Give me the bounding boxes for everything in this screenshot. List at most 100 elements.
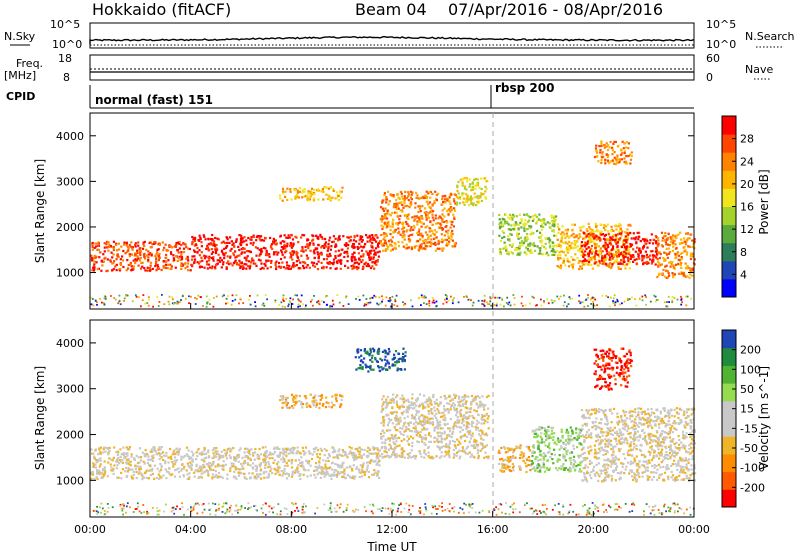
heat-cell — [630, 154, 633, 158]
heat-cell — [532, 232, 535, 235]
heat-cell — [666, 237, 670, 240]
heat-cell — [242, 462, 245, 465]
heat-cell — [417, 197, 420, 200]
heat-cell — [182, 474, 185, 477]
heat-cell — [627, 252, 630, 256]
heat-cell — [420, 215, 423, 218]
heat-cell — [362, 266, 365, 269]
heat-cell — [255, 477, 258, 480]
heat-cell — [225, 450, 228, 453]
heat-cell — [188, 472, 191, 475]
heat-cell — [314, 465, 317, 468]
heat-cell — [378, 464, 381, 467]
heat-cell — [468, 183, 471, 186]
heat-cell — [299, 452, 302, 455]
heat-cell — [627, 299, 629, 301]
heat-cell — [208, 467, 211, 470]
heat-cell — [290, 475, 294, 478]
heat-cell — [460, 421, 464, 425]
heat-cell — [583, 237, 586, 240]
heat-cell — [142, 243, 145, 246]
heat-cell — [420, 196, 423, 200]
heat-cell — [312, 261, 316, 264]
heat-cell — [393, 410, 396, 413]
heat-cell — [652, 258, 655, 261]
heat-cell — [476, 443, 480, 447]
heat-cell — [171, 453, 174, 456]
heat-cell — [326, 197, 329, 200]
heat-cell — [428, 396, 431, 399]
heat-cell — [624, 255, 627, 258]
heat-cell — [601, 254, 604, 258]
heat-cell — [571, 265, 574, 268]
heat-cell — [203, 257, 207, 260]
heat-cell — [315, 462, 318, 465]
heat-cell — [380, 224, 383, 227]
heat-cell — [391, 422, 394, 425]
heat-cell — [383, 401, 386, 404]
heat-cell — [279, 265, 283, 268]
heat-cell — [567, 265, 571, 268]
heat-cell — [578, 233, 581, 236]
heat-cell — [553, 220, 556, 223]
heat-cell — [102, 451, 105, 454]
heat-cell — [638, 257, 641, 260]
heat-cell — [154, 265, 157, 268]
heat-cell — [248, 448, 251, 451]
heat-cell — [457, 180, 460, 184]
heat-cell — [328, 252, 331, 255]
heat-cell — [276, 471, 279, 474]
heat-cell — [203, 460, 206, 463]
heat-cell — [176, 241, 179, 244]
heat-cell — [383, 193, 386, 197]
heat-cell — [554, 219, 557, 222]
heat-cell — [282, 190, 285, 193]
heat-cell — [579, 265, 582, 268]
heat-cell — [606, 243, 609, 246]
heat-cell — [483, 305, 486, 307]
heat-cell — [461, 194, 464, 197]
heat-cell — [170, 265, 173, 268]
heat-cell — [240, 240, 243, 243]
heat-cell — [574, 241, 577, 244]
heat-cell — [388, 443, 391, 446]
heat-cell — [641, 254, 644, 257]
heat-cell — [198, 249, 201, 252]
heat-cell — [96, 268, 99, 271]
heat-cell — [447, 243, 450, 246]
heat-cell — [372, 256, 375, 259]
heat-cell — [353, 251, 356, 254]
heat-cell — [524, 219, 527, 222]
heat-cell — [671, 249, 674, 252]
heat-cell — [292, 262, 295, 265]
heat-cell — [102, 302, 105, 304]
heat-cell — [374, 459, 377, 462]
heat-cell — [160, 268, 163, 272]
heat-cell — [675, 234, 678, 237]
heat-cell — [376, 258, 379, 262]
heat-cell — [415, 191, 418, 194]
heat-cell — [634, 238, 637, 241]
heat-cell — [143, 244, 146, 248]
heat-cell — [668, 301, 670, 303]
heat-cell — [296, 446, 299, 449]
heat-cell — [616, 245, 619, 248]
heat-cell — [147, 458, 150, 461]
heat-cell — [643, 240, 646, 243]
heat-cell — [350, 258, 353, 261]
heat-cell — [331, 240, 334, 244]
heat-cell — [239, 447, 242, 450]
heat-cell — [403, 202, 406, 205]
heat-cell — [395, 199, 398, 202]
heat-cell — [299, 473, 302, 476]
heat-cell — [272, 461, 275, 464]
heat-cell — [668, 261, 671, 264]
heat-cell — [311, 239, 314, 242]
heat-cell — [475, 439, 478, 442]
heat-cell — [293, 447, 296, 450]
heat-cell — [449, 226, 452, 229]
heat-cell — [276, 253, 279, 256]
heat-cell — [628, 267, 631, 270]
heat-cell — [611, 247, 614, 250]
heat-cell — [125, 461, 128, 464]
